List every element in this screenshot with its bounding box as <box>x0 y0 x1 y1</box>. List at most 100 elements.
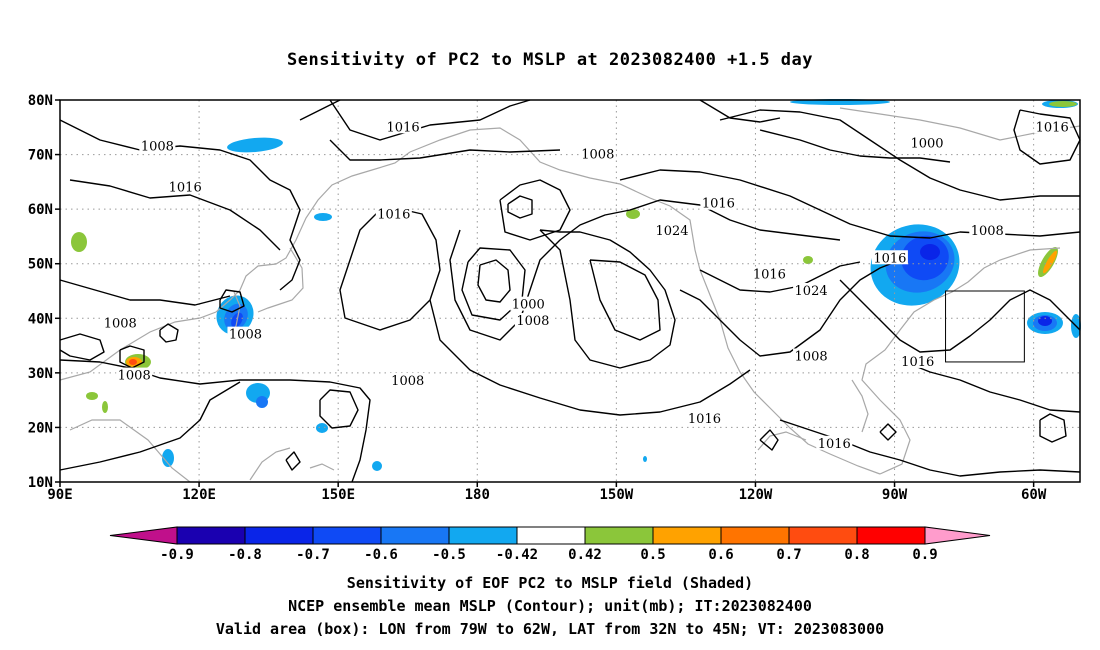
contour-label: 1016 <box>818 437 851 452</box>
lon-label: 120W <box>739 487 773 503</box>
colorbar-label: -0.5 <box>432 547 466 563</box>
coastline-0 <box>59 151 411 381</box>
contour-32 <box>319 389 359 429</box>
contour-16 <box>589 259 661 341</box>
lon-label: 150E <box>321 487 355 503</box>
colorbar-label: 0.5 <box>640 547 665 563</box>
contour-label: 1008 <box>104 317 137 332</box>
coastline-1 <box>257 247 304 313</box>
shading-blob-7 <box>162 449 174 467</box>
contour-20 <box>699 99 781 123</box>
contour-31 <box>59 333 105 361</box>
contour-1 <box>69 179 281 251</box>
contour-label: 1000 <box>512 298 545 313</box>
colorbar-high-end <box>924 526 991 545</box>
contour-label: 1024 <box>795 284 828 299</box>
shading-blob-0 <box>227 137 283 153</box>
coastline-10 <box>309 463 335 471</box>
contour-label: 1016 <box>901 355 934 370</box>
colorbar-labels: -0.9 -0.8 -0.7 -0.6 -0.5 -0.42 0.42 0.5 0.6 0.7 0.… <box>160 547 938 563</box>
contour-label-bg <box>139 138 176 153</box>
lon-label: 180 <box>465 487 490 503</box>
contour-29 <box>119 345 145 369</box>
contour-label: 1008 <box>516 314 549 329</box>
valid-area-box <box>945 290 1025 363</box>
coastline-4 <box>409 127 881 475</box>
colorbar-segment <box>584 526 654 545</box>
contour-label-bg <box>1034 119 1071 134</box>
footer-line-1: Sensitivity of EOF PC2 to MSLP field (Sh… <box>346 574 754 592</box>
shading-blob-13 <box>129 359 137 365</box>
valid-area-rect <box>945 290 1025 363</box>
contour-4 <box>59 381 241 471</box>
shading-blob-14 <box>86 392 98 400</box>
map-figure: 1016 1008 1016 1016 1008 1024 1016 1000 1016 1008… <box>28 93 1081 563</box>
contour-label-bg <box>375 206 412 221</box>
contour-label: 1008 <box>391 374 424 389</box>
footer-line-3: Valid area (box): LON from 79W to 62W, L… <box>215 620 885 638</box>
shading-blob-29 <box>1038 316 1052 326</box>
coastline-3 <box>69 419 191 483</box>
shading-blob-10 <box>71 232 87 252</box>
contour-3 <box>59 359 371 483</box>
lon-label: 90W <box>882 487 908 503</box>
coastline-9 <box>249 447 291 481</box>
contour-label-bg <box>793 348 830 363</box>
contour-5 <box>299 99 341 121</box>
contour-6 <box>329 139 561 161</box>
contour-34 <box>759 429 779 451</box>
contour-label-bg <box>510 296 547 311</box>
lon-label: 90E <box>47 487 72 503</box>
colorbar-segment <box>856 526 926 545</box>
colorbar-label: 0.42 <box>568 547 602 563</box>
coastlines <box>59 107 1081 483</box>
lat-label: 60N <box>28 202 53 218</box>
coastline-7 <box>851 379 869 433</box>
colorbar <box>109 526 991 545</box>
contour-19 <box>759 129 951 163</box>
sensitivity-shading <box>71 99 1081 471</box>
contour-label: 1008 <box>971 224 1004 239</box>
shading-blob-26 <box>920 244 940 260</box>
colorbar-label: -0.9 <box>160 547 194 563</box>
contour-26 <box>1013 109 1081 165</box>
contour-15 <box>539 229 676 369</box>
contour-label-bg <box>700 195 737 210</box>
colorbar-segment <box>448 526 518 545</box>
colorbar-label: -0.7 <box>296 547 330 563</box>
contour-label-bg <box>969 222 1006 237</box>
shading-blob-16 <box>626 209 640 219</box>
contour-2 <box>59 279 231 306</box>
contour-label-bg <box>909 135 945 150</box>
contour-labels: 1016 1008 1016 1016 1008 1024 1016 1000 1016 1008… <box>102 119 1071 452</box>
contour-label: 1008 <box>795 349 828 364</box>
colorbar-label: 0.7 <box>776 547 801 563</box>
contour-label-bg <box>167 179 204 194</box>
lon-label: 60W <box>1021 487 1047 503</box>
contour-label: 1024 <box>655 224 688 239</box>
contour-21 <box>679 259 901 357</box>
colorbar-label: 0.8 <box>844 547 869 563</box>
contour-label: 1016 <box>387 120 420 135</box>
contour-label-bg <box>514 313 551 328</box>
contour-label-bg <box>816 435 853 450</box>
contour-8 <box>339 207 441 331</box>
lat-label: 50N <box>28 257 53 273</box>
colorbar-segment <box>720 526 790 545</box>
contour-18 <box>719 109 1080 201</box>
colorbar-label: 0.6 <box>708 547 733 563</box>
lat-label: 20N <box>28 420 53 436</box>
colorbar-label: 0.9 <box>912 547 937 563</box>
contour-label: 1016 <box>702 197 735 212</box>
contour-12 <box>429 299 751 416</box>
lat-label: 80N <box>28 93 53 109</box>
lon-label: 150W <box>600 487 634 503</box>
lat-label: 10N <box>28 475 53 491</box>
shading-blob-5 <box>256 396 268 408</box>
lat-label: 30N <box>28 366 53 382</box>
contour-label-bg <box>389 373 426 388</box>
contour-label-bg <box>793 283 830 297</box>
coastline-6 <box>861 247 1061 475</box>
contour-label-bg <box>751 266 788 281</box>
